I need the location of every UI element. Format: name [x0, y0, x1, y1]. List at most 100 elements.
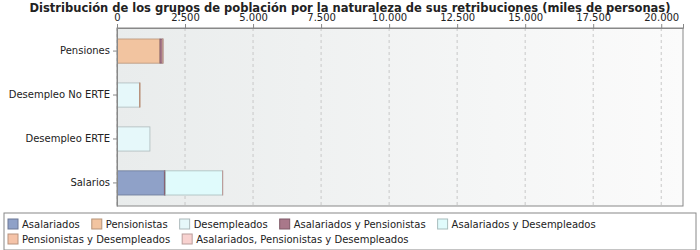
- legend-swatch: [280, 219, 290, 229]
- grid-line: [253, 28, 254, 206]
- bar-segment: [149, 127, 150, 151]
- bar-segment: [160, 39, 162, 63]
- y-tick: Desempleo ERTE: [26, 133, 118, 144]
- bar-segment: [149, 127, 150, 151]
- x-tick: 10.000: [372, 12, 407, 28]
- grid-line: [593, 28, 594, 206]
- bar-segment: [117, 39, 160, 63]
- plot-background: [117, 28, 683, 206]
- bar-segment: [140, 83, 141, 107]
- x-tick-label: 12.500: [440, 12, 475, 23]
- x-tick-mark: [525, 24, 526, 28]
- bar-segment: [222, 171, 223, 195]
- x-tick-mark: [185, 24, 186, 28]
- y-tick-label: Salarios: [70, 177, 110, 188]
- y-tick: Pensiones: [60, 45, 117, 56]
- bars: [117, 39, 223, 195]
- legend-label: Pensionistas: [106, 219, 168, 230]
- x-tick-label: 10.000: [372, 12, 407, 23]
- bar-segment: [162, 39, 164, 63]
- bar-segment: [149, 127, 150, 151]
- y-tick-mark: [113, 95, 117, 96]
- bar-segment: [162, 39, 163, 63]
- legend: Asalariados Pensionistas Desempleados Asala…: [4, 213, 696, 250]
- x-tick-label: 15.000: [508, 12, 543, 23]
- grid-line: [661, 28, 662, 206]
- legend-swatch: [180, 219, 190, 229]
- bar-segment: [117, 171, 164, 195]
- x-tick-mark: [593, 24, 594, 28]
- bar-segment: [117, 83, 140, 107]
- grid-line: [457, 28, 458, 206]
- x-tick: 7.500: [307, 12, 336, 28]
- x-tick: 15.000: [508, 12, 543, 28]
- x-tick-label: 7.500: [307, 12, 336, 23]
- legend-swatch: [182, 234, 192, 244]
- legend-swatch: [8, 219, 18, 229]
- x-tick-label: 5.000: [239, 12, 268, 23]
- y-tick-mark: [113, 138, 117, 139]
- x-axis-line: [118, 24, 684, 29]
- x-tick-label: 2.500: [171, 12, 200, 23]
- x-axis: 0 2.500 5.000 7.500 10.000 12.500 15.000 17.500…: [114, 12, 683, 29]
- grid: [117, 28, 661, 206]
- legend-item: Desempleados: [180, 219, 268, 230]
- x-tick: 20.000: [644, 12, 679, 28]
- x-tick-label: 17.500: [576, 12, 611, 23]
- y-tick-mark: [113, 51, 117, 52]
- legend-swatch: [92, 219, 102, 229]
- legend-label: Asalariados y Pensionistas: [294, 219, 426, 230]
- bar-segment: [165, 171, 222, 195]
- bar-segment: [222, 171, 223, 195]
- y-tick-label: Desempleo No ERTE: [9, 89, 110, 100]
- x-tick-mark: [253, 24, 254, 28]
- legend-label: Asalariados y Desempleados: [452, 219, 596, 230]
- bar-segment: [164, 171, 165, 195]
- legend-item: Asalariados y Pensionistas: [280, 219, 426, 230]
- bar-segment: [117, 127, 150, 151]
- x-tick-mark: [661, 24, 662, 28]
- y-axis: Pensiones Desempleo No ERTE Desempleo ERTE…: [9, 29, 118, 207]
- y-axis-line: [117, 29, 118, 207]
- grid-line: [321, 28, 322, 206]
- legend-label: Asalariados: [22, 219, 80, 230]
- x-tick: 2.500: [171, 12, 200, 28]
- x-tick: 17.500: [576, 12, 611, 28]
- y-tick-mark: [113, 182, 117, 183]
- x-tick-mark: [389, 24, 390, 28]
- grid-line: [525, 28, 526, 206]
- bar-segment: [162, 39, 163, 63]
- bar-segment: [139, 83, 140, 107]
- bar-segment: [139, 83, 141, 107]
- legend-item: Asalariados, Pensionistas y Desempleados: [182, 234, 408, 245]
- y-tick-label: Desempleo ERTE: [26, 133, 111, 144]
- y-tick: Salarios: [70, 177, 117, 188]
- legend-item: Pensionistas: [92, 219, 168, 230]
- x-tick-label: 0: [114, 12, 120, 23]
- x-tick-mark: [321, 24, 322, 28]
- legend-swatch: [438, 219, 448, 229]
- plot-frame: [117, 28, 683, 206]
- y-tick-label: Pensiones: [60, 45, 110, 56]
- x-tick-mark: [457, 24, 458, 28]
- legend-swatch: [8, 234, 18, 244]
- legend-item: Asalariados y Desempleados: [438, 219, 596, 230]
- x-tick: 0: [114, 12, 120, 28]
- legend-label: Asalariados, Pensionistas y Desempleados: [196, 234, 408, 245]
- legend-label: Pensionistas y Desempleados: [22, 234, 170, 245]
- bar-segment: [139, 83, 140, 107]
- y-tick: Desempleo No ERTE: [9, 89, 117, 100]
- x-tick-mark: [117, 24, 118, 28]
- bar-segment: [149, 127, 150, 151]
- legend-item: Pensionistas y Desempleados: [8, 234, 170, 245]
- title: Distribución de los grupos de población …: [30, 1, 671, 15]
- grid-line: [389, 28, 390, 206]
- bar-segment: [164, 171, 165, 195]
- legend-box: [4, 213, 696, 250]
- legend-label: Desempleados: [194, 219, 268, 230]
- legend-item: Asalariados: [8, 219, 80, 230]
- chart: Distribución de los grupos de población …: [0, 0, 700, 250]
- x-tick: 12.500: [440, 12, 475, 28]
- x-tick-label: 20.000: [644, 12, 679, 23]
- x-tick: 5.000: [239, 12, 268, 28]
